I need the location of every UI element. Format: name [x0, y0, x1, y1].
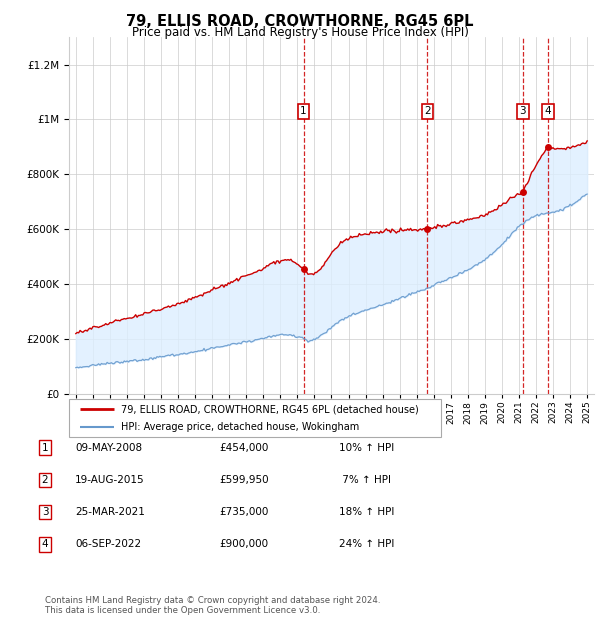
Text: £735,000: £735,000 — [219, 507, 268, 517]
Text: 06-SEP-2022: 06-SEP-2022 — [75, 539, 141, 549]
Text: 2: 2 — [424, 106, 431, 116]
Text: 7% ↑ HPI: 7% ↑ HPI — [339, 475, 391, 485]
Text: Price paid vs. HM Land Registry's House Price Index (HPI): Price paid vs. HM Land Registry's House … — [131, 26, 469, 39]
Text: Contains HM Land Registry data © Crown copyright and database right 2024.
This d: Contains HM Land Registry data © Crown c… — [45, 596, 380, 615]
Text: 79, ELLIS ROAD, CROWTHORNE, RG45 6PL: 79, ELLIS ROAD, CROWTHORNE, RG45 6PL — [126, 14, 474, 29]
Text: £454,000: £454,000 — [219, 443, 268, 453]
Text: 3: 3 — [41, 507, 49, 517]
Text: 2: 2 — [41, 475, 49, 485]
Text: £599,950: £599,950 — [219, 475, 269, 485]
Text: 3: 3 — [520, 106, 526, 116]
Text: 4: 4 — [544, 106, 551, 116]
Text: HPI: Average price, detached house, Wokingham: HPI: Average price, detached house, Woki… — [121, 422, 359, 433]
Text: 19-AUG-2015: 19-AUG-2015 — [75, 475, 145, 485]
Text: 1: 1 — [41, 443, 49, 453]
Text: 25-MAR-2021: 25-MAR-2021 — [75, 507, 145, 517]
Text: 10% ↑ HPI: 10% ↑ HPI — [339, 443, 394, 453]
Text: 09-MAY-2008: 09-MAY-2008 — [75, 443, 142, 453]
Text: 24% ↑ HPI: 24% ↑ HPI — [339, 539, 394, 549]
Text: 1: 1 — [300, 106, 307, 116]
Text: 18% ↑ HPI: 18% ↑ HPI — [339, 507, 394, 517]
FancyBboxPatch shape — [69, 399, 441, 437]
Text: 79, ELLIS ROAD, CROWTHORNE, RG45 6PL (detached house): 79, ELLIS ROAD, CROWTHORNE, RG45 6PL (de… — [121, 404, 419, 414]
Text: 4: 4 — [41, 539, 49, 549]
Text: £900,000: £900,000 — [219, 539, 268, 549]
